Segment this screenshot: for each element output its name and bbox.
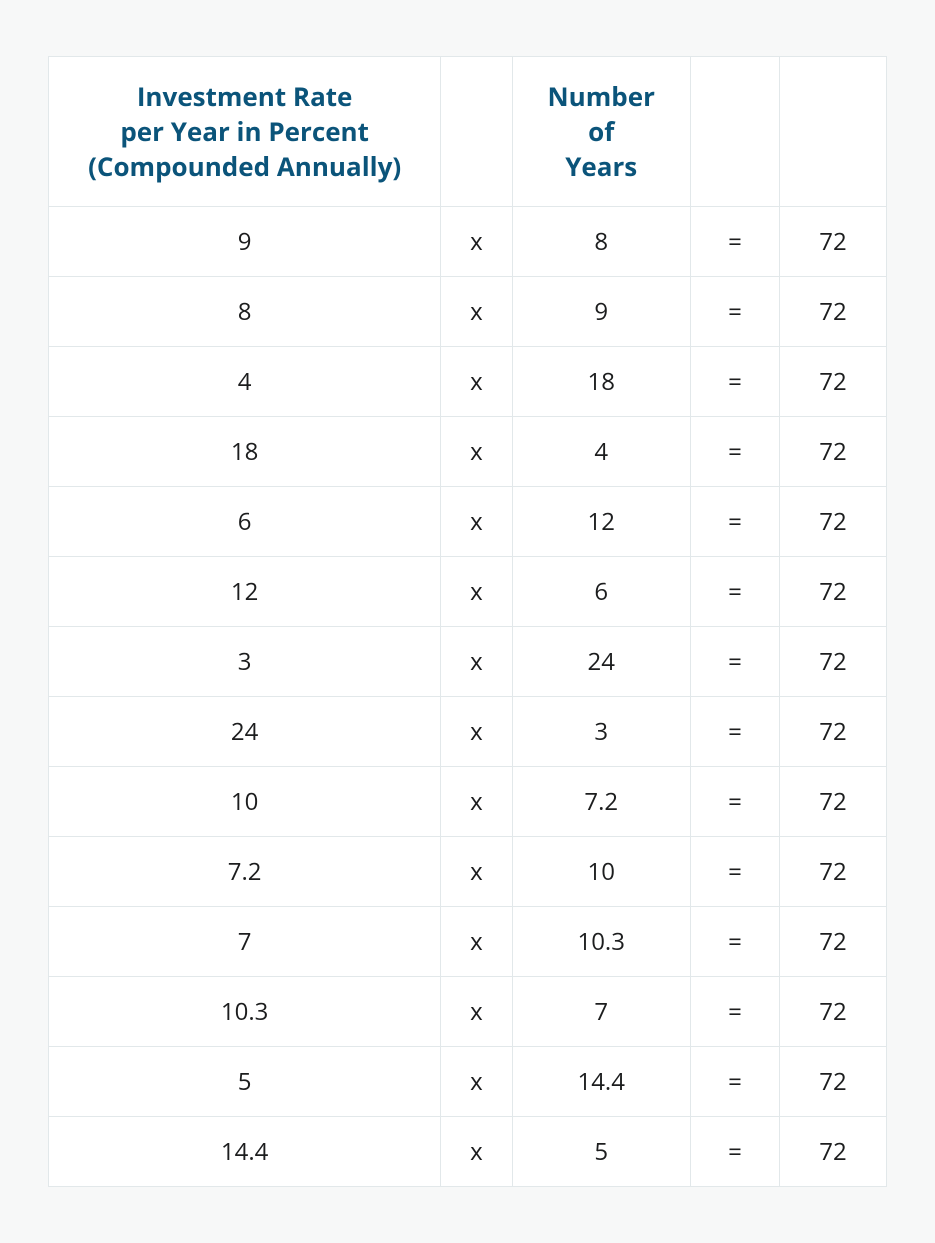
cell-rate: 9 — [49, 207, 441, 277]
table-header-row: Investment Rateper Year in Percent(Compo… — [49, 57, 887, 207]
cell-result: 72 — [780, 347, 887, 417]
cell-op: x — [441, 417, 512, 487]
cell-eq: = — [690, 767, 779, 837]
col-header-years: NumberofYears — [512, 57, 690, 207]
table-row: 7x10.3=72 — [49, 907, 887, 977]
cell-eq: = — [690, 1047, 779, 1117]
cell-eq: = — [690, 347, 779, 417]
cell-op: x — [441, 347, 512, 417]
table-row: 18x4=72 — [49, 417, 887, 487]
cell-result: 72 — [780, 767, 887, 837]
cell-result: 72 — [780, 907, 887, 977]
table-body: 9x8=728x9=724x18=7218x4=726x12=7212x6=72… — [49, 207, 887, 1187]
cell-result: 72 — [780, 627, 887, 697]
cell-years: 24 — [512, 627, 690, 697]
cell-eq: = — [690, 907, 779, 977]
col-header-rate: Investment Rateper Year in Percent(Compo… — [49, 57, 441, 207]
table-row: 9x8=72 — [49, 207, 887, 277]
cell-result: 72 — [780, 557, 887, 627]
cell-years: 18 — [512, 347, 690, 417]
col-header-op — [441, 57, 512, 207]
cell-op: x — [441, 837, 512, 907]
cell-rate: 8 — [49, 277, 441, 347]
table-row: 12x6=72 — [49, 557, 887, 627]
cell-rate: 12 — [49, 557, 441, 627]
cell-years: 8 — [512, 207, 690, 277]
cell-eq: = — [690, 627, 779, 697]
cell-result: 72 — [780, 1047, 887, 1117]
table-row: 10.3x7=72 — [49, 977, 887, 1047]
table-row: 4x18=72 — [49, 347, 887, 417]
cell-years: 10 — [512, 837, 690, 907]
cell-op: x — [441, 277, 512, 347]
cell-rate: 10.3 — [49, 977, 441, 1047]
cell-eq: = — [690, 417, 779, 487]
cell-years: 12 — [512, 487, 690, 557]
cell-op: x — [441, 907, 512, 977]
cell-result: 72 — [780, 837, 887, 907]
cell-years: 10.3 — [512, 907, 690, 977]
cell-rate: 4 — [49, 347, 441, 417]
cell-years: 4 — [512, 417, 690, 487]
cell-rate: 6 — [49, 487, 441, 557]
table-row: 3x24=72 — [49, 627, 887, 697]
col-header-eq — [690, 57, 779, 207]
cell-op: x — [441, 697, 512, 767]
cell-result: 72 — [780, 977, 887, 1047]
cell-years: 14.4 — [512, 1047, 690, 1117]
cell-eq: = — [690, 977, 779, 1047]
cell-op: x — [441, 767, 512, 837]
cell-result: 72 — [780, 277, 887, 347]
col-header-result — [780, 57, 887, 207]
table-row: 10x7.2=72 — [49, 767, 887, 837]
cell-op: x — [441, 557, 512, 627]
cell-eq: = — [690, 557, 779, 627]
cell-op: x — [441, 1047, 512, 1117]
cell-rate: 3 — [49, 627, 441, 697]
cell-result: 72 — [780, 697, 887, 767]
cell-op: x — [441, 977, 512, 1047]
cell-years: 3 — [512, 697, 690, 767]
rule-of-72-table: Investment Rateper Year in Percent(Compo… — [48, 56, 887, 1187]
cell-eq: = — [690, 837, 779, 907]
cell-result: 72 — [780, 207, 887, 277]
cell-op: x — [441, 627, 512, 697]
cell-rate: 7.2 — [49, 837, 441, 907]
cell-result: 72 — [780, 417, 887, 487]
table-row: 24x3=72 — [49, 697, 887, 767]
cell-eq: = — [690, 277, 779, 347]
cell-rate: 10 — [49, 767, 441, 837]
cell-rate: 24 — [49, 697, 441, 767]
cell-eq: = — [690, 207, 779, 277]
table-row: 6x12=72 — [49, 487, 887, 557]
cell-eq: = — [690, 697, 779, 767]
page-container: Investment Rateper Year in Percent(Compo… — [0, 0, 935, 1243]
cell-rate: 5 — [49, 1047, 441, 1117]
table-row: 5x14.4=72 — [49, 1047, 887, 1117]
cell-result: 72 — [780, 487, 887, 557]
cell-eq: = — [690, 487, 779, 557]
cell-rate: 7 — [49, 907, 441, 977]
cell-op: x — [441, 207, 512, 277]
table-row: 8x9=72 — [49, 277, 887, 347]
cell-op: x — [441, 487, 512, 557]
cell-years: 7 — [512, 977, 690, 1047]
cell-years: 7.2 — [512, 767, 690, 837]
cell-years: 6 — [512, 557, 690, 627]
table-row: 7.2x10=72 — [49, 837, 887, 907]
cell-years: 9 — [512, 277, 690, 347]
cell-rate: 18 — [49, 417, 441, 487]
